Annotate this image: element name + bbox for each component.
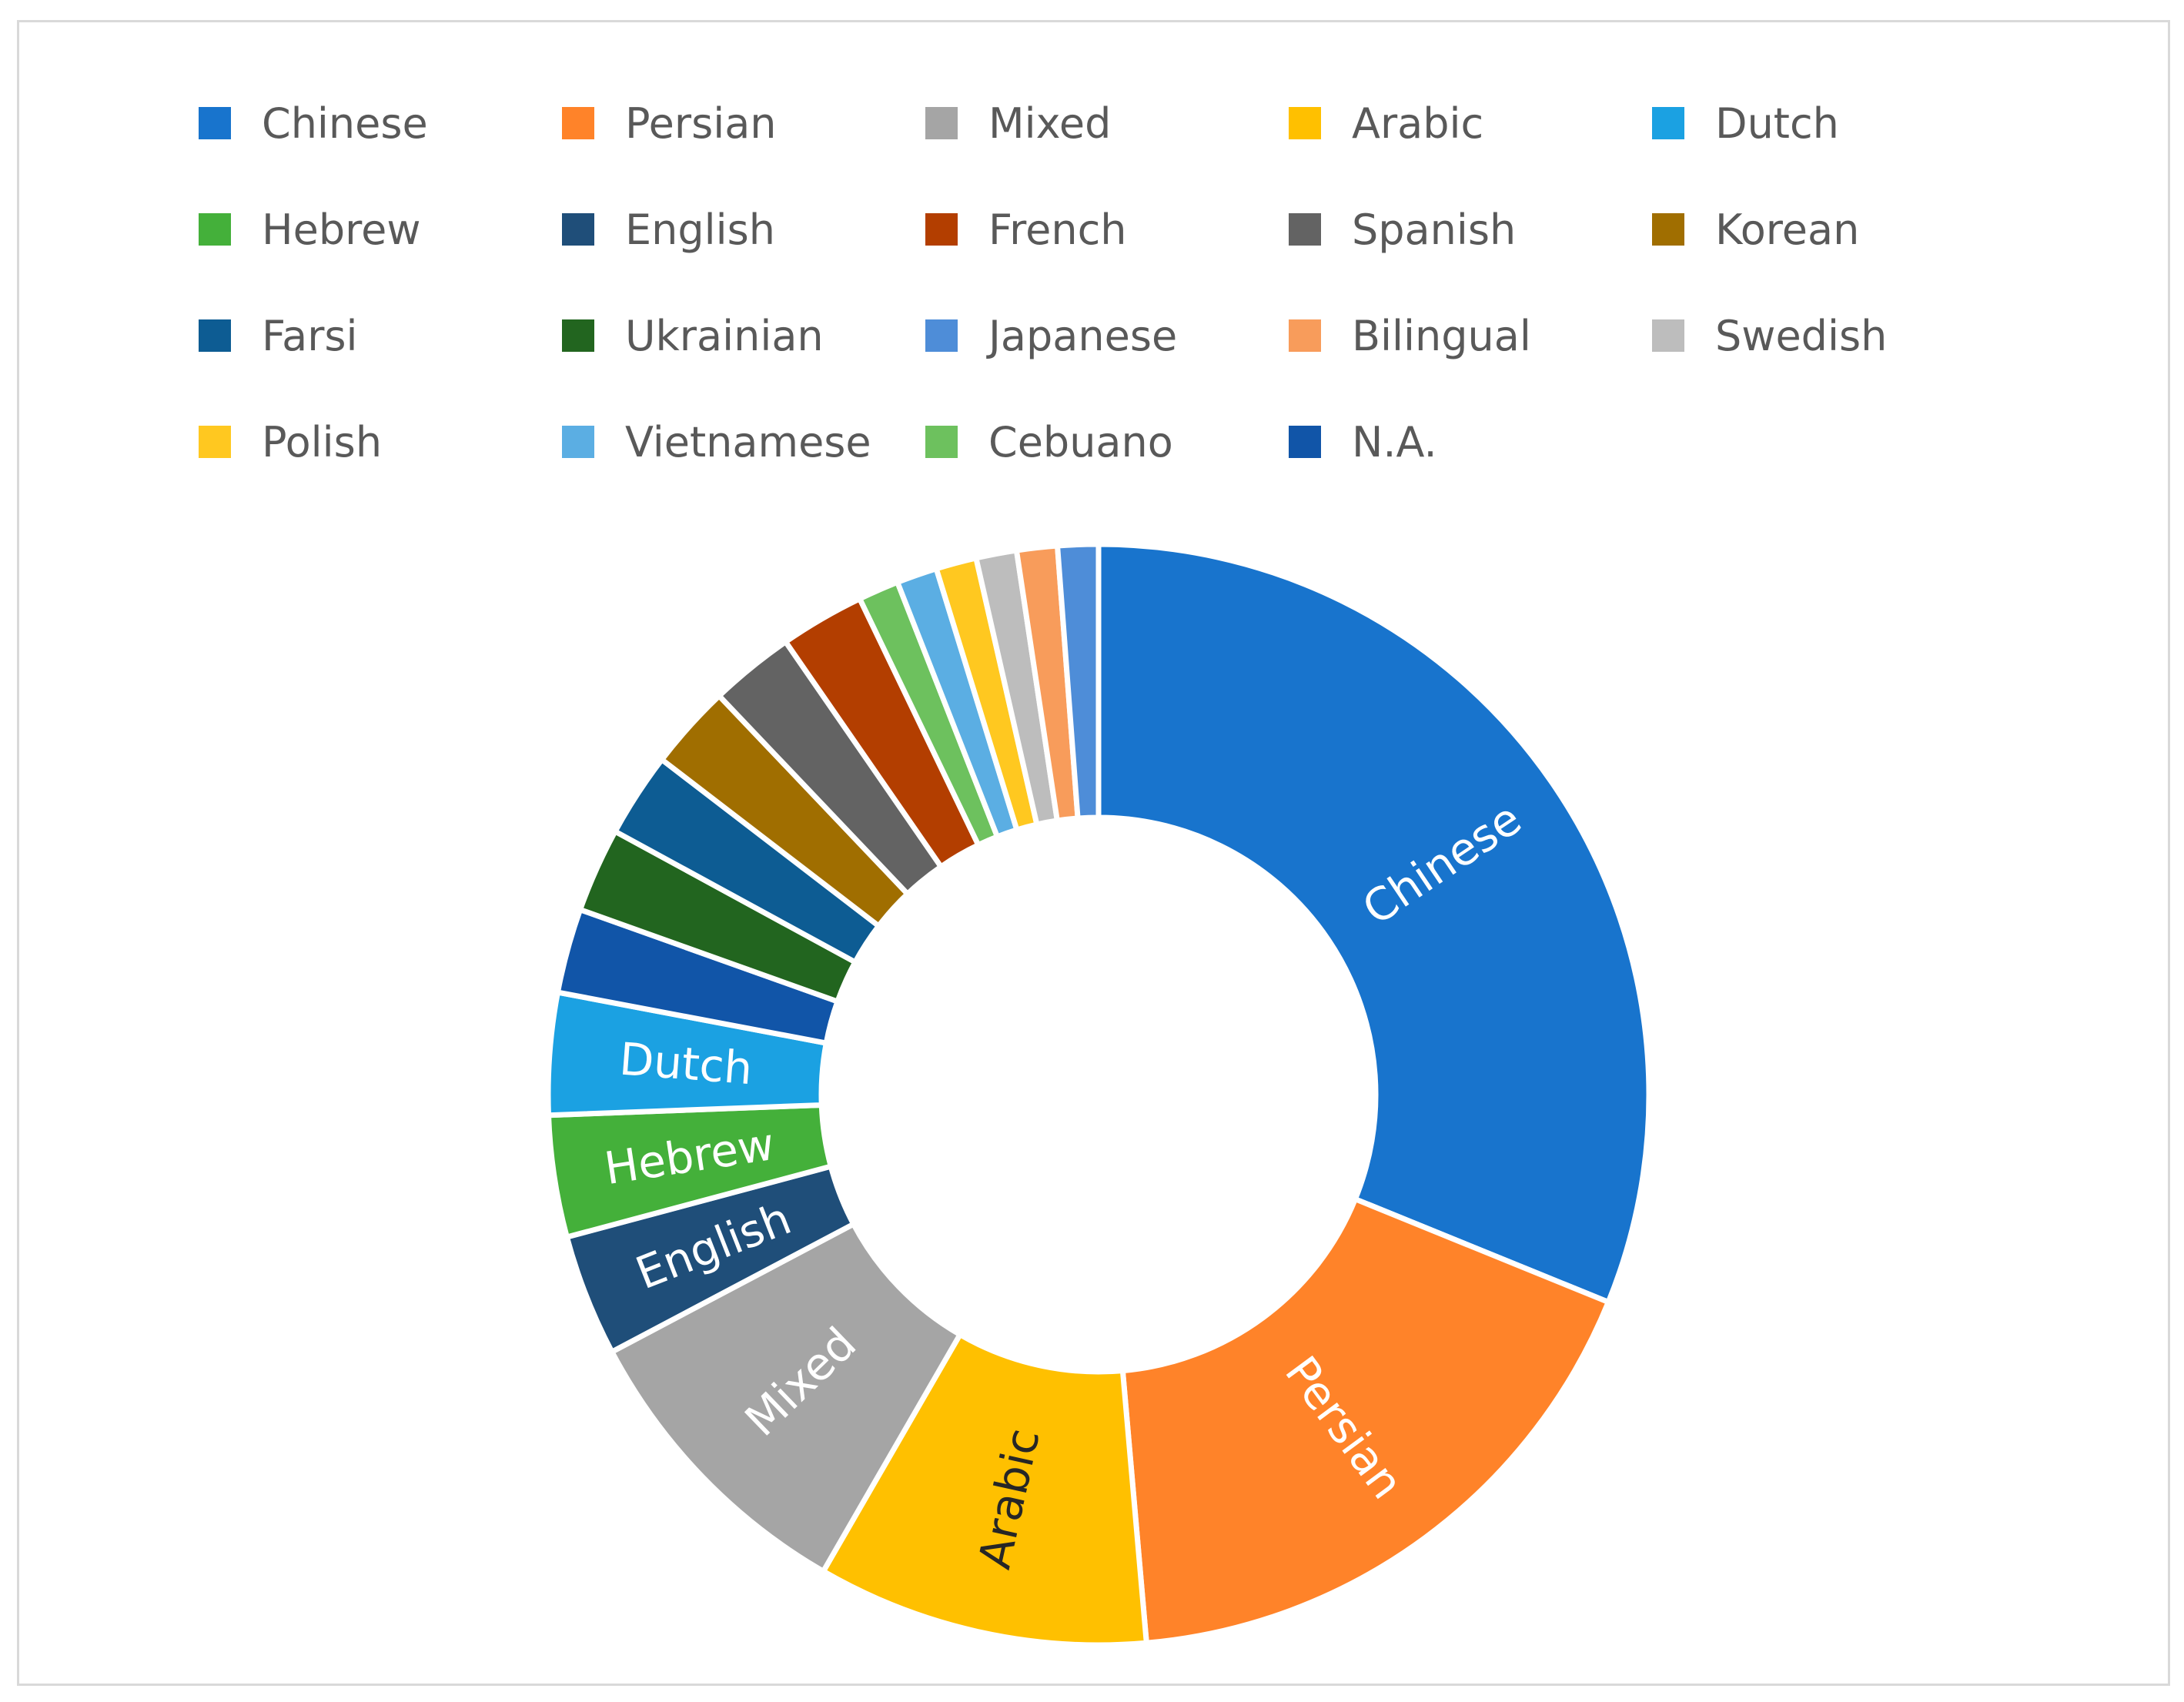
legend-item-polish: Polish (199, 411, 382, 473)
legend-swatch (199, 319, 231, 352)
legend-swatch (1289, 426, 1321, 458)
legend-label: English (625, 205, 775, 254)
legend-label: Ukrainian (625, 311, 824, 360)
legend-swatch (562, 426, 594, 458)
legend-label: Bilingual (1352, 311, 1531, 360)
legend-label: Dutch (1715, 99, 1839, 148)
slice-persian (1119, 1196, 1611, 1646)
legend-item-persian: Persian (562, 92, 777, 154)
legend-label: Polish (262, 417, 383, 466)
legend-label: Farsi (262, 311, 358, 360)
legend-item-vietnamese: Vietnamese (562, 411, 871, 473)
legend-swatch (1289, 107, 1321, 139)
legend-label: N.A. (1352, 417, 1437, 466)
slice-arabic (821, 1332, 1149, 1648)
legend-label: Japanese (988, 311, 1178, 360)
legend-item-farsi: Farsi (199, 305, 358, 366)
legend-label: Swedish (1715, 311, 1888, 360)
legend-label: French (988, 205, 1127, 254)
legend-swatch (199, 213, 231, 246)
legend-item-dutch: Dutch (1652, 92, 1839, 154)
legend-item-ukrainian: Ukrainian (562, 305, 824, 366)
legend-label: Vietnamese (625, 417, 871, 466)
legend-item-korean: Korean (1652, 199, 1859, 260)
legend-item-english: English (562, 199, 775, 260)
legend-swatch (1652, 107, 1684, 139)
legend-item-bilingual: Bilingual (1289, 305, 1531, 366)
legend-swatch (562, 107, 594, 139)
legend-label: Korean (1715, 205, 1860, 254)
legend-swatch (1289, 319, 1321, 352)
legend-swatch (199, 426, 231, 458)
legend-swatch (925, 319, 958, 352)
legend-item-n-a: N.A. (1289, 411, 1437, 473)
legend-swatch (925, 107, 958, 139)
legend-item-hebrew: Hebrew (199, 199, 421, 260)
legend-swatch (199, 107, 231, 139)
legend-item-french: French (925, 199, 1127, 260)
legend-label: Chinese (262, 99, 428, 148)
legend-item-spanish: Spanish (1289, 199, 1516, 260)
legend-item-swedish: Swedish (1652, 305, 1887, 366)
legend-item-mixed: Mixed (925, 92, 1111, 154)
legend-swatch (925, 426, 958, 458)
legend-item-chinese: Chinese (199, 92, 428, 154)
slice-label-dutch: Dutch (617, 1032, 754, 1095)
legend-label: Persian (625, 99, 777, 148)
slice-japanese (1055, 541, 1102, 821)
slice-mixed (609, 1221, 963, 1574)
slice-chinese (1095, 541, 1652, 1305)
legend-swatch (1652, 319, 1684, 352)
legend-swatch (925, 213, 958, 246)
legend-label: Spanish (1352, 205, 1517, 254)
legend-label: Mixed (988, 99, 1112, 148)
legend-item-arabic: Arabic (1289, 92, 1483, 154)
legend-item-japanese: Japanese (925, 305, 1177, 366)
legend-swatch (1652, 213, 1684, 246)
legend-label: Hebrew (262, 205, 421, 254)
legend-label: Arabic (1352, 99, 1484, 148)
legend-item-cebuano: Cebuano (925, 411, 1173, 473)
legend-swatch (562, 213, 594, 246)
chart-legend: Chinese Persian Mixed Arabic Dutch Hebrew Engl… (199, 92, 2046, 523)
legend-label: Cebuano (988, 417, 1173, 466)
legend-swatch (1289, 213, 1321, 246)
legend-swatch (562, 319, 594, 352)
